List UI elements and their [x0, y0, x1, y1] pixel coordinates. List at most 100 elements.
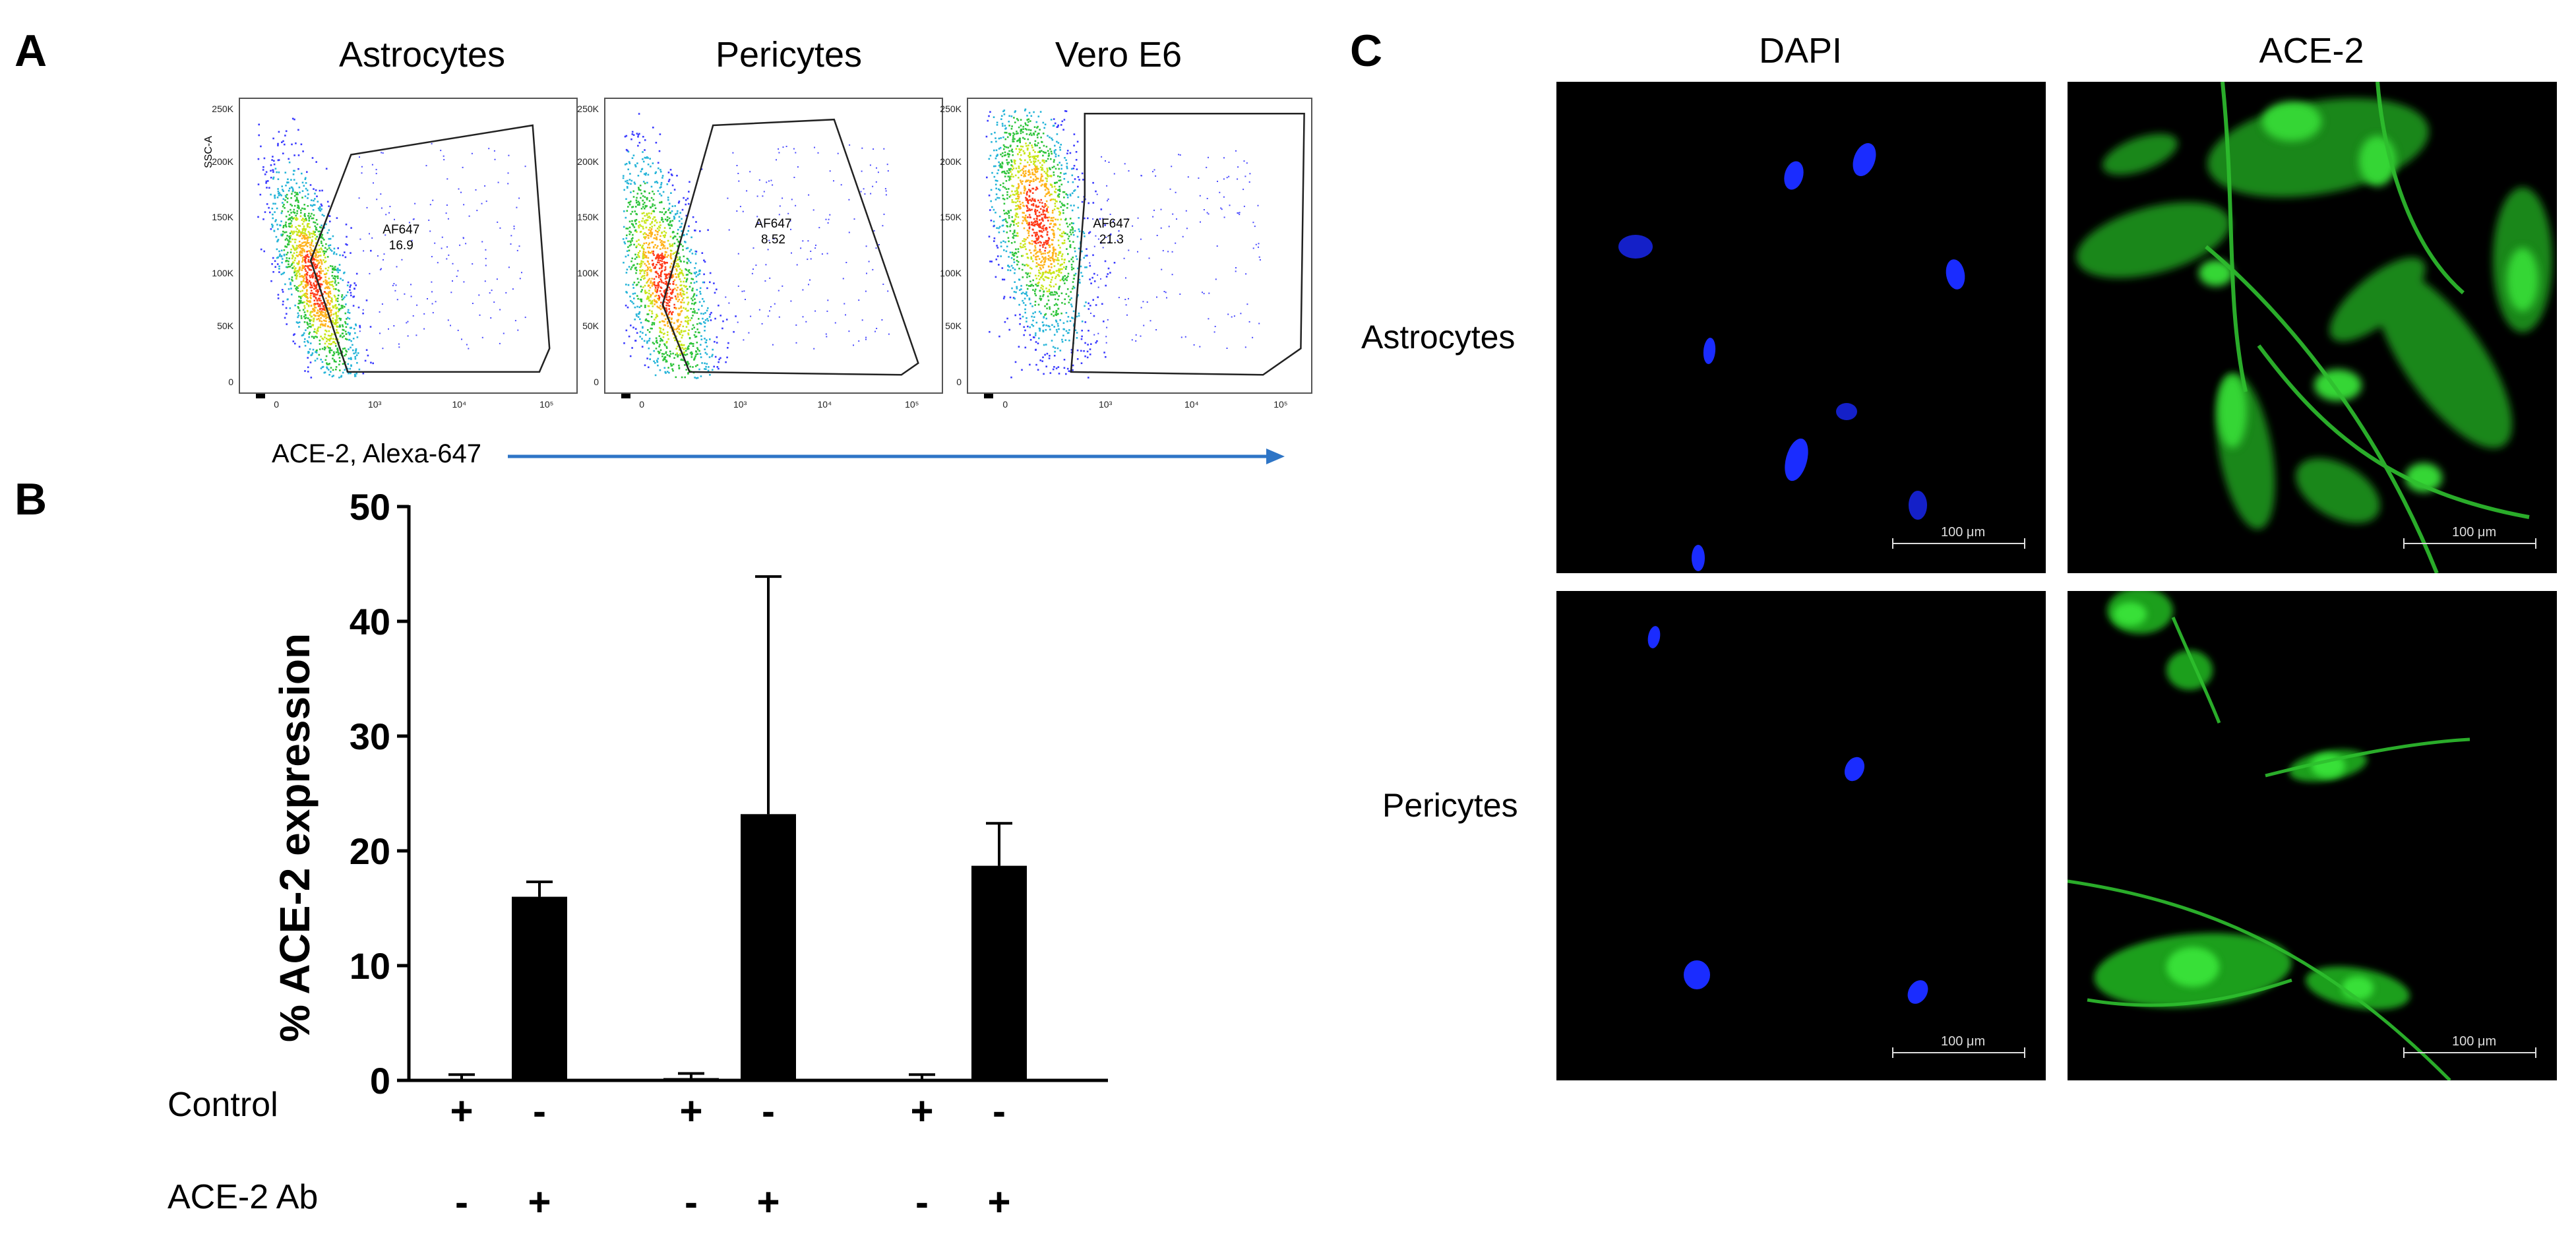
- event-dot: [654, 299, 656, 301]
- event-dot: [644, 182, 646, 185]
- event-dot: [627, 284, 630, 286]
- event-dot: [995, 137, 997, 139]
- event-dot: [1045, 344, 1047, 346]
- event-dot: [342, 348, 344, 350]
- event-dot: [1021, 255, 1023, 257]
- event-dot: [1028, 214, 1031, 216]
- event-dot: [295, 255, 298, 257]
- event-dot: [1039, 241, 1041, 243]
- event-dot: [1036, 239, 1038, 241]
- event-dot: [344, 369, 346, 371]
- event-dot: [354, 357, 357, 360]
- event-dot: [346, 323, 349, 325]
- event-dot: [316, 249, 318, 251]
- event-dot: [295, 142, 297, 144]
- event-dot: [319, 230, 321, 233]
- event-dot: [346, 367, 349, 370]
- event-dot: [1057, 254, 1060, 256]
- event-dot: [680, 307, 682, 309]
- event-dot: [674, 205, 676, 207]
- event-dot: [1020, 243, 1022, 245]
- event-dot: [692, 315, 694, 317]
- event-dot: [1061, 301, 1063, 304]
- event-dot: [1103, 352, 1105, 354]
- event-dot: [337, 282, 340, 284]
- event-dot: [1066, 288, 1069, 290]
- event-dot: [809, 279, 811, 281]
- event-dot: [667, 171, 670, 173]
- event-dot: [1012, 267, 1014, 269]
- event-dot: [1019, 206, 1022, 208]
- event-dot: [720, 315, 721, 317]
- event-dot: [1021, 222, 1024, 224]
- event-dot: [644, 290, 646, 292]
- event-dot: [627, 246, 629, 248]
- event-dot: [355, 352, 357, 354]
- event-dot: [272, 213, 274, 216]
- event-dot: [1025, 172, 1027, 175]
- event-dot: [288, 263, 290, 265]
- event-dot: [513, 226, 515, 228]
- event-dot: [990, 200, 992, 202]
- event-dot: [636, 278, 639, 280]
- event-dot: [282, 225, 285, 227]
- event-dot: [317, 312, 319, 315]
- event-dot: [1037, 142, 1039, 144]
- event-dot: [679, 258, 681, 261]
- event-dot: [338, 303, 340, 306]
- event-dot: [671, 297, 673, 299]
- event-dot: [1056, 126, 1058, 128]
- event-dot: [286, 201, 288, 203]
- event-dot: [637, 144, 639, 147]
- event-dot: [659, 338, 662, 340]
- event-dot: [1012, 193, 1014, 196]
- event-dot: [350, 346, 352, 349]
- event-dot: [1055, 255, 1057, 257]
- event-dot: [663, 333, 665, 335]
- event-dot: [1076, 349, 1079, 352]
- event-dot: [679, 272, 681, 274]
- event-dot: [354, 332, 356, 334]
- event-dot: [628, 249, 630, 252]
- event-dot: [336, 315, 338, 317]
- event-dot: [657, 261, 659, 264]
- event-dot: [1008, 150, 1010, 152]
- event-dot: [370, 361, 372, 364]
- event-dot: [1041, 141, 1043, 143]
- event-dot: [882, 225, 884, 227]
- event-dot: [767, 315, 769, 317]
- event-dot: [1045, 160, 1047, 162]
- event-dot: [342, 363, 344, 365]
- event-dot: [328, 321, 330, 323]
- event-dot: [317, 328, 319, 330]
- event-dot: [1031, 243, 1033, 245]
- event-dot: [315, 237, 317, 239]
- event-dot: [650, 197, 653, 199]
- event-dot: [1033, 200, 1035, 202]
- event-dot: [652, 282, 654, 284]
- event-dot: [309, 233, 311, 236]
- event-dot: [1081, 275, 1084, 277]
- event-dot: [1073, 287, 1076, 289]
- event-dot: [1033, 111, 1035, 113]
- event-dot: [388, 212, 390, 214]
- event-dot: [1040, 199, 1042, 201]
- event-dot: [1010, 257, 1013, 259]
- event-dot: [332, 351, 335, 354]
- event-dot: [651, 310, 653, 313]
- event-dot: [314, 233, 317, 236]
- event-dot: [297, 287, 299, 290]
- event-dot: [659, 305, 661, 307]
- event-dot: [278, 131, 280, 133]
- event-dot: [669, 326, 671, 328]
- event-dot: [301, 219, 303, 221]
- event-dot: [318, 248, 321, 251]
- event-dot: [334, 338, 337, 340]
- event-dot: [707, 369, 710, 372]
- event-dot: [689, 319, 691, 321]
- event-dot: [338, 269, 340, 271]
- event-dot: [345, 354, 347, 356]
- event-dot: [692, 295, 694, 298]
- event-dot: [324, 281, 327, 283]
- event-dot: [800, 247, 802, 249]
